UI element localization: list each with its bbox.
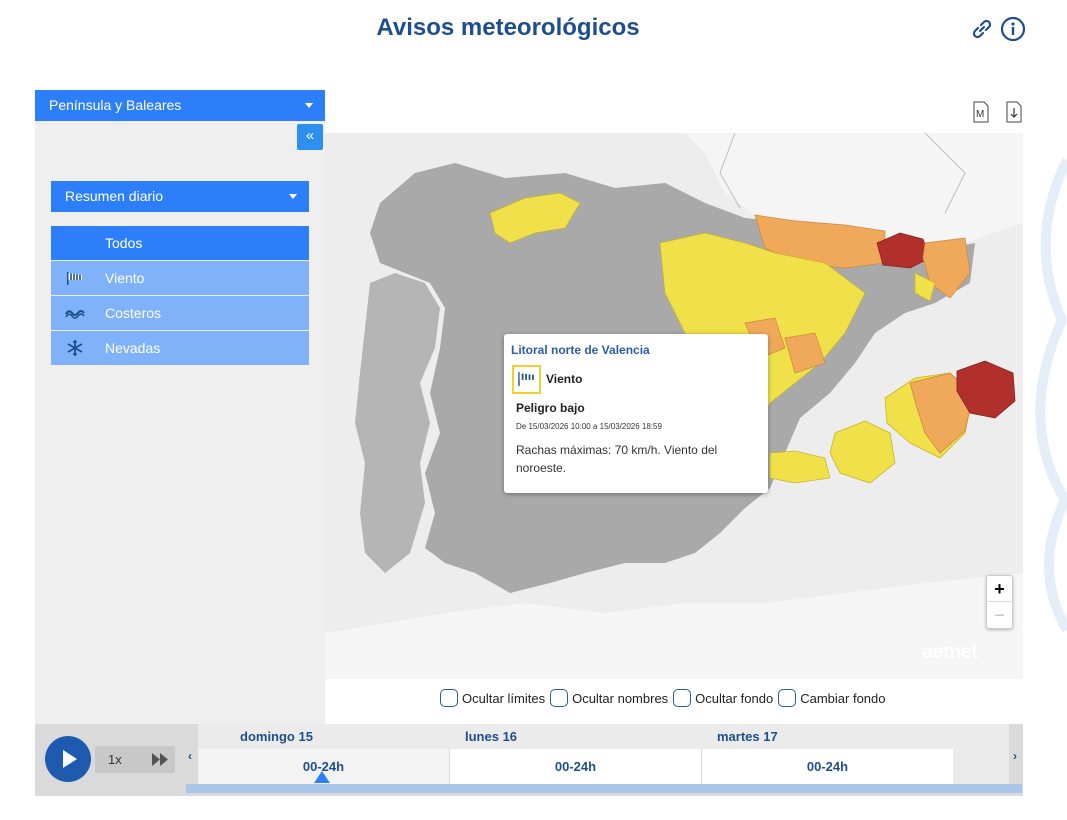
play-icon bbox=[63, 750, 77, 768]
collapse-panel-button[interactable]: « bbox=[297, 124, 323, 150]
hide-names-checkbox[interactable] bbox=[550, 689, 569, 707]
zoom-in-button[interactable]: + bbox=[987, 576, 1012, 602]
popup-title: Litoral norte de Valencia bbox=[511, 343, 650, 357]
background-decoration bbox=[1035, 157, 1067, 633]
timeline-current-marker[interactable] bbox=[314, 771, 330, 783]
warning-zone-yellow[interactable] bbox=[489, 192, 581, 244]
category-item-nevadas[interactable]: Nevadas bbox=[51, 331, 309, 365]
change-background-checkbox[interactable] bbox=[778, 689, 797, 707]
category-item-costeros[interactable]: Costeros bbox=[51, 296, 309, 330]
download-icon[interactable] bbox=[1005, 101, 1023, 123]
popup-description: Rachas máximas: 70 km/h. Viento del noro… bbox=[516, 443, 718, 475]
page-title: Avisos meteorológicos bbox=[376, 14, 640, 41]
speed-label: 1x bbox=[108, 752, 122, 767]
map-export-icon[interactable]: M bbox=[972, 101, 990, 123]
map-options: Ocultar límites Ocultar nombres Ocultar … bbox=[440, 689, 891, 707]
option-label: Ocultar fondo bbox=[695, 690, 774, 706]
day-name: domingo 15 bbox=[198, 724, 450, 749]
popup-hazard: Viento bbox=[546, 372, 583, 386]
menorca-zone[interactable] bbox=[956, 360, 1016, 419]
category-item-label: Costeros bbox=[105, 305, 162, 321]
link-icon[interactable] bbox=[969, 16, 995, 42]
day-slot[interactable]: 00-24h bbox=[450, 749, 702, 784]
popup-level: Peligro bajo bbox=[516, 401, 585, 415]
timeline-prev-arrow[interactable]: ‹ bbox=[188, 749, 192, 763]
svg-text:M: M bbox=[976, 109, 984, 120]
fast-forward-icon[interactable] bbox=[151, 753, 169, 766]
day-name: lunes 16 bbox=[450, 724, 702, 749]
summary-select[interactable]: Resumen diario bbox=[51, 181, 309, 212]
france-land bbox=[325, 133, 1023, 253]
zoom-out-button[interactable]: − bbox=[994, 605, 1005, 625]
option-hide-names[interactable]: Ocultar nombres bbox=[550, 689, 668, 707]
category-item-label: Todos bbox=[105, 235, 143, 251]
map-canvas bbox=[325, 133, 1023, 679]
option-label: Ocultar nombres bbox=[572, 690, 669, 706]
chevron-down-icon bbox=[289, 194, 297, 199]
option-label: Cambiar fondo bbox=[800, 690, 886, 706]
hide-background-checkbox[interactable] bbox=[673, 689, 692, 707]
aemet-logo: aemet bbox=[922, 641, 978, 663]
option-hide-limits[interactable]: Ocultar límites bbox=[440, 689, 545, 707]
chevron-down-icon bbox=[305, 103, 313, 108]
timeline-day[interactable]: lunes 16 00-24h bbox=[450, 724, 702, 784]
timeline-scrollbar[interactable] bbox=[186, 784, 1022, 793]
timeline-next-arrow[interactable]: › bbox=[1013, 749, 1017, 763]
warnings-map[interactable]: + − aemet bbox=[325, 133, 1023, 679]
wind-sock-icon bbox=[67, 272, 82, 285]
day-slot[interactable]: 00-24h bbox=[702, 749, 954, 784]
popup-dates: De 15/03/2026 10:00 a 15/03/2026 18:59 bbox=[516, 422, 662, 431]
region-select[interactable]: Península y Baleares bbox=[35, 90, 325, 121]
warning-popup: Litoral norte de Valencia Viento Peligro… bbox=[504, 334, 768, 493]
wind-sock-icon bbox=[512, 365, 541, 394]
side-panel bbox=[35, 121, 325, 724]
option-change-background[interactable]: Cambiar fondo bbox=[778, 689, 886, 707]
day-name: martes 17 bbox=[702, 724, 954, 749]
waves-icon bbox=[65, 310, 85, 319]
africa-land bbox=[325, 573, 1023, 679]
category-item-label: Viento bbox=[105, 270, 145, 286]
info-icon[interactable] bbox=[1000, 16, 1026, 42]
category-list: Todos Viento Costeros Nevadas bbox=[51, 226, 309, 366]
ibiza-zone[interactable] bbox=[829, 420, 896, 484]
timeline-days: domingo 15 00-24h lunes 16 00-24h martes… bbox=[198, 724, 954, 784]
option-label: Ocultar límites bbox=[462, 690, 546, 706]
option-hide-background[interactable]: Ocultar fondo bbox=[673, 689, 773, 707]
region-select-value: Península y Baleares bbox=[49, 97, 182, 113]
category-item-viento[interactable]: Viento bbox=[51, 261, 309, 295]
hide-limits-checkbox[interactable] bbox=[440, 689, 458, 707]
category-item-todos[interactable]: Todos bbox=[51, 226, 309, 260]
portugal-land bbox=[355, 273, 440, 573]
timeline-day[interactable]: martes 17 00-24h bbox=[702, 724, 954, 784]
summary-select-value: Resumen diario bbox=[65, 188, 164, 204]
category-item-label: Nevadas bbox=[105, 340, 161, 356]
zoom-control: + − bbox=[986, 575, 1013, 629]
snowflake-icon bbox=[67, 340, 83, 356]
timeline-spacer bbox=[953, 724, 1009, 784]
